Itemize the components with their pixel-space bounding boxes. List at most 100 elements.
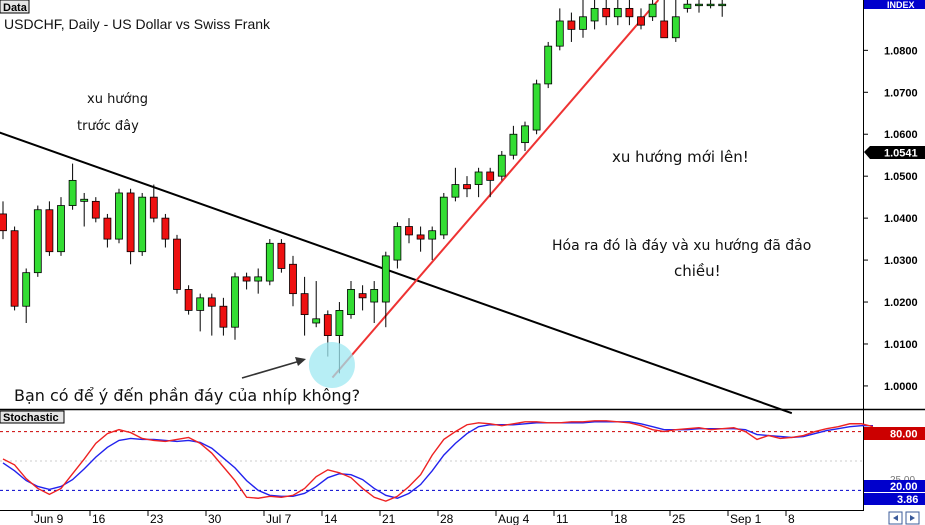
scroll-right-button[interactable] [905,511,920,525]
candle [57,197,65,256]
candle-body-up [335,310,344,336]
candle-body-down [358,293,367,299]
candle-body-down [91,200,100,219]
price-tick-label: 1.0300 [884,255,918,267]
candle [207,293,216,336]
time-tick-label: 25 [672,512,686,525]
candle [648,0,657,21]
time-tick-label: 28 [440,512,454,525]
candle [416,226,425,252]
candle [555,8,564,51]
last-value-tag [864,493,925,505]
data-tab [0,0,30,14]
candle [126,188,135,265]
price-tick-label: 1.0100 [884,339,918,351]
arrow-head-icon [295,357,306,366]
candle [68,163,77,210]
candle-body-up [521,125,529,144]
arrow-left-icon [893,515,898,521]
price-tick-label: 1.0600 [884,129,918,141]
candle [265,239,274,286]
candle-body-down [173,238,181,290]
candle [428,226,437,261]
candle [103,213,112,248]
candle [613,0,622,26]
time-tick-label: 18 [614,512,628,525]
candle-body-up [265,242,274,282]
time-tick-label: Aug 4 [498,512,530,525]
candle-body-down [219,305,228,328]
candle-body-down [149,196,158,219]
candle-body-up [451,184,460,198]
bottom-highlight-circle [308,341,355,388]
time-tick-label: 11 [556,512,569,525]
candle [405,218,413,244]
candle-body-up [428,230,437,240]
candle [532,79,541,135]
last-value-label: 3.86 [897,494,918,506]
time-tick-label: 14 [324,512,338,525]
candle-body-up [138,196,147,253]
candle-body-up [312,318,321,324]
up-trendline [331,0,660,379]
candle [300,276,309,336]
candle [660,0,669,39]
candle [509,125,518,160]
candle [10,226,19,311]
candle [706,0,715,9]
oversold-tag [864,480,925,492]
data-tab-label: Data [3,2,28,14]
candle-body-up [231,276,239,328]
annotation-prior-trend-2: trước đây [77,119,139,134]
candle [625,0,634,26]
candle-body-up [474,171,483,185]
candle-body-down [0,213,7,232]
candle [91,197,100,223]
candle [161,213,170,248]
time-tick-label: 23 [150,512,164,525]
candle [671,0,680,42]
candle [45,201,54,256]
time-tick-label: Jun 9 [34,512,64,525]
candle [312,281,321,328]
candle-body-down [103,217,112,240]
candle-body-up [590,7,599,22]
price-tick-label: 1.0200 [884,297,918,309]
overbought-label: 80.00 [890,429,918,441]
candle-body-down [45,209,54,253]
candle [474,167,483,198]
candle [579,0,587,38]
candle [463,176,471,198]
candle-body-up [57,205,65,253]
candle-body-up [68,179,77,206]
candle [231,272,239,340]
candle [486,167,495,198]
candle-body-down [10,230,19,307]
time-tick-label: Sep 1 [730,512,762,525]
candle-body-up [22,272,31,307]
price-tick-label: 1.0000 [884,381,918,393]
candle-body-up [370,289,379,303]
annotation-new-uptrend: xu hướng mới lên! [612,148,749,166]
index-badge [864,0,925,9]
price-grid [0,49,863,387]
candle [242,272,251,290]
price-tick-label: 1.0700 [884,87,918,99]
time-tick-label: 21 [382,512,396,525]
candle-body-up [555,20,564,47]
candle [637,8,645,30]
candle-body-up [579,16,587,30]
candle [173,234,181,294]
candle-body-down [416,234,425,240]
candle-body-down [323,314,332,336]
candles [0,0,727,374]
candle-body-up [544,45,553,85]
candle [115,188,123,244]
candle [149,184,158,223]
candle-body-up [509,133,518,156]
scroll-left-button[interactable] [888,511,903,525]
candle-body-up [439,196,448,236]
candle-body-up [347,289,355,316]
candle-body-down [463,184,471,190]
candle [567,12,576,42]
